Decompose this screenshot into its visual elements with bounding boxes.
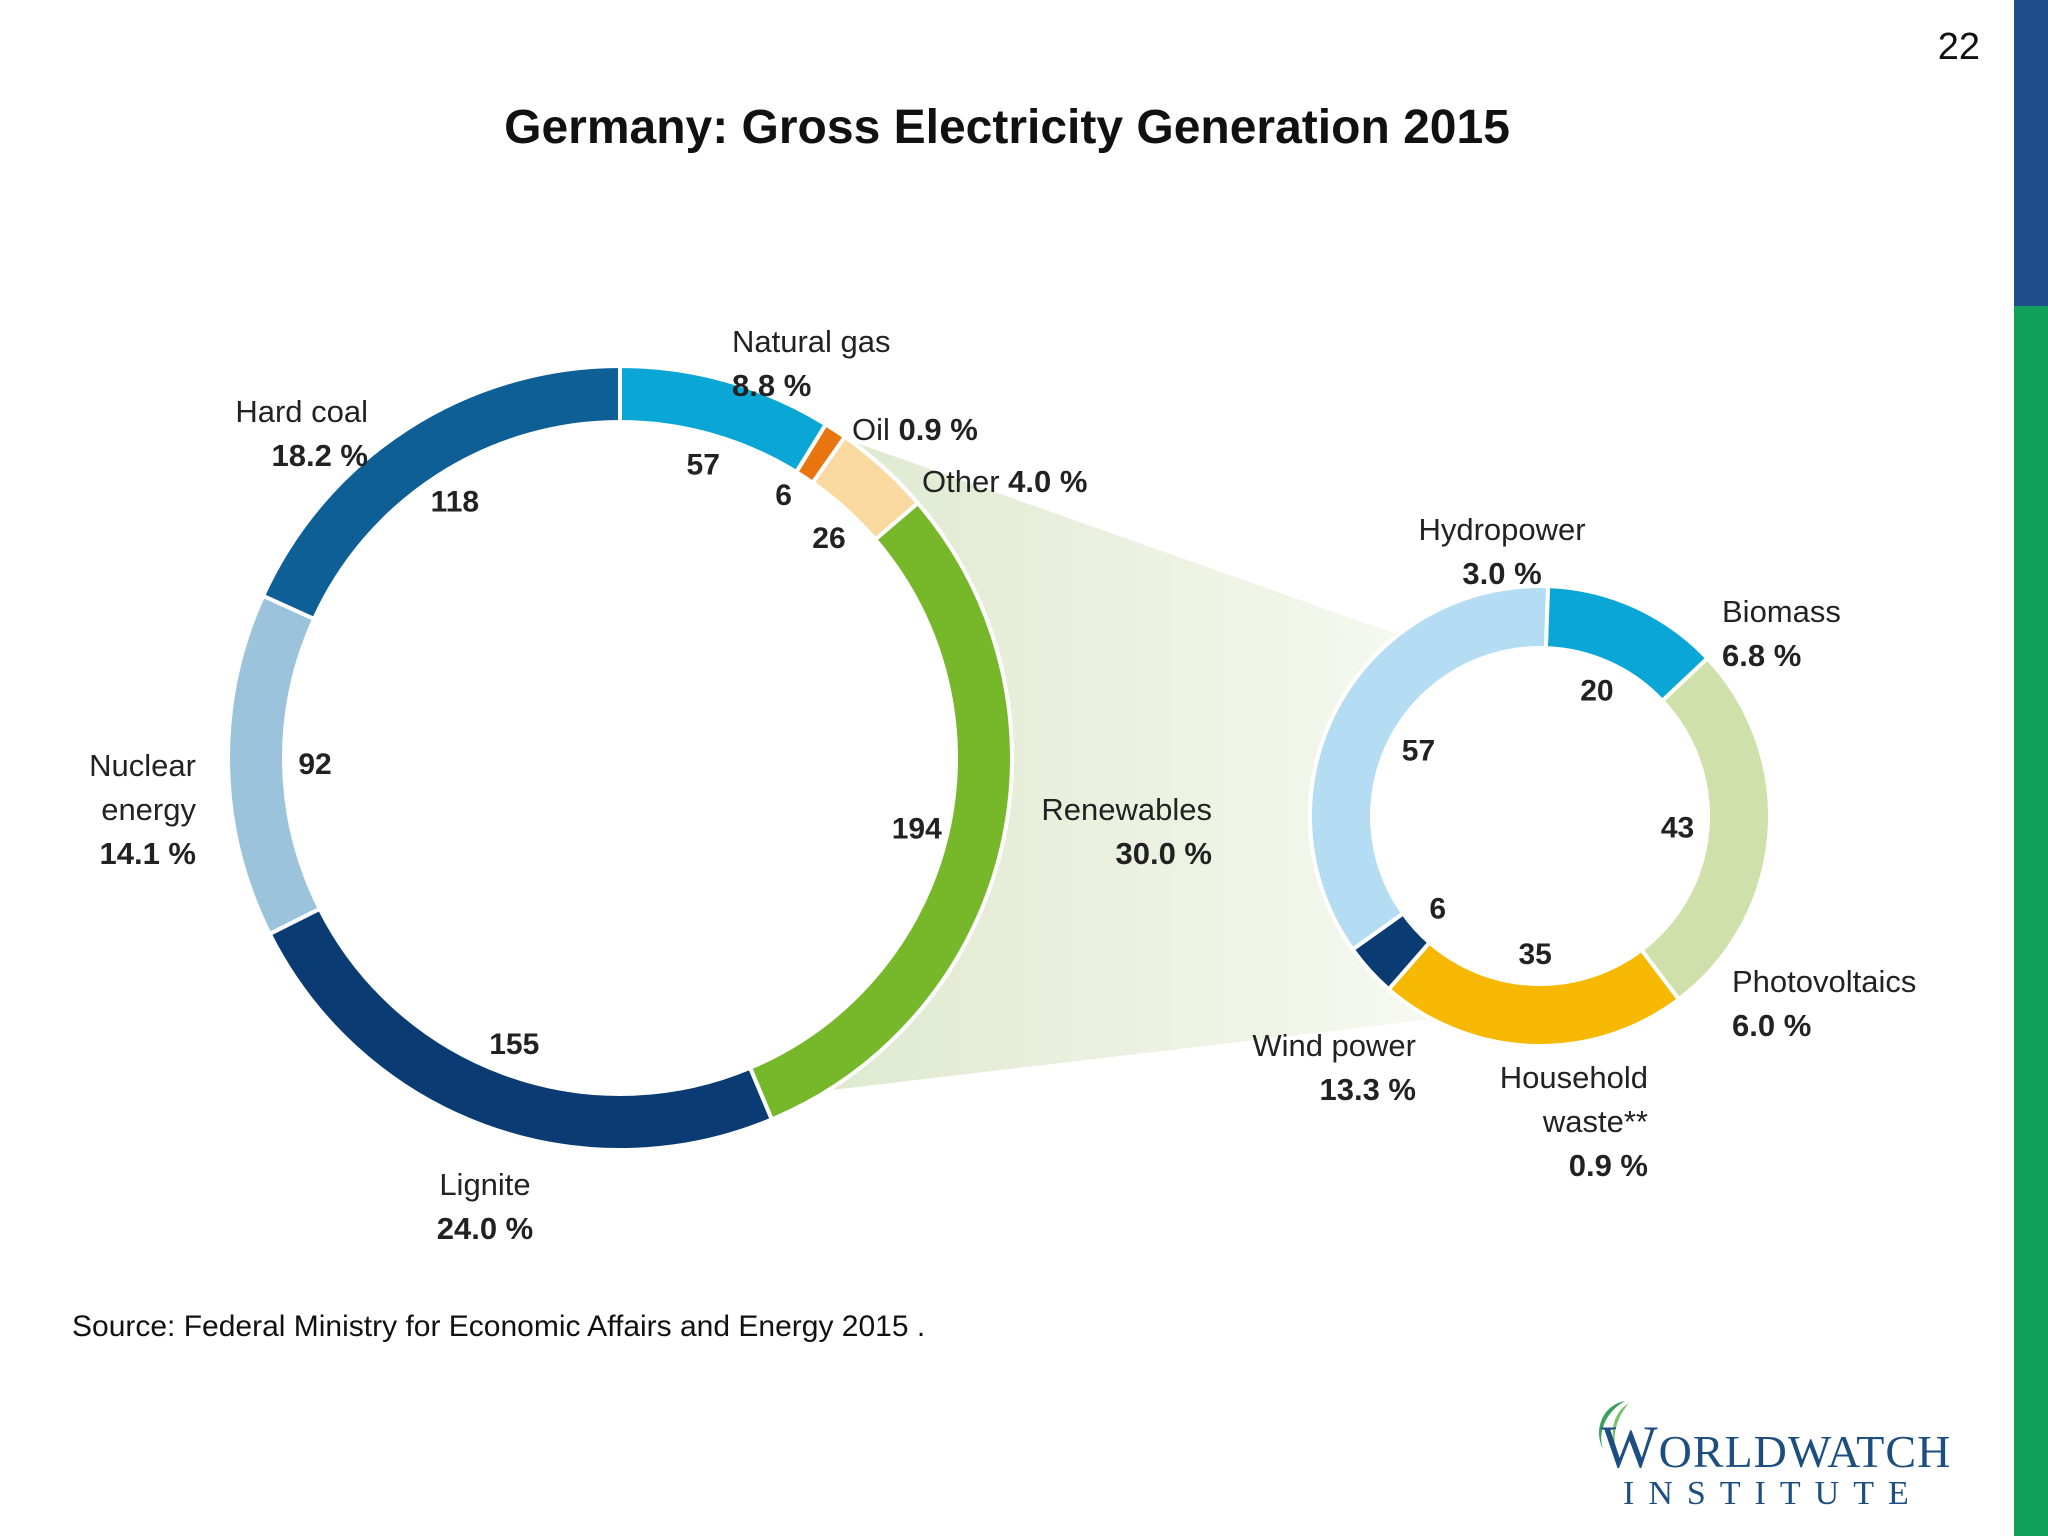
category-label-photovoltaics: Photovoltaics bbox=[1732, 964, 1916, 999]
value-label-photovoltaics: 35 bbox=[1518, 938, 1551, 971]
slide-title: Germany: Gross Electricity Generation 20… bbox=[504, 101, 1510, 154]
category-label-renewables: Renewables bbox=[1041, 792, 1212, 827]
share-label-photovoltaics: 6.0 % bbox=[1732, 1008, 1811, 1043]
share-label-natural-gas: 8.8 % bbox=[732, 368, 811, 403]
value-label-renewables: 194 bbox=[892, 812, 942, 845]
value-label-hydropower: 20 bbox=[1580, 674, 1613, 707]
donut-center-2 bbox=[1372, 648, 1708, 984]
worldwatch-logo: WORLDWATCH INSTITUTE bbox=[1585, 1395, 1950, 1512]
share-label-wind-power: 13.3 % bbox=[1319, 1072, 1416, 1107]
value-label-oil: 6 bbox=[775, 479, 792, 512]
share-label-biomass: 6.8 % bbox=[1722, 638, 1801, 673]
category-label-nuclear-energy: energy bbox=[101, 792, 196, 827]
globe-swoosh-icon bbox=[1599, 1401, 1629, 1449]
slice-hard-coal bbox=[260, 363, 622, 622]
electricity-donut-charts: 57 Natural gas 8.8 % 6 Oil 0.9 % 26 Other 4.0 … bbox=[89, 324, 1916, 1246]
category-label-household-waste: waste** bbox=[1542, 1104, 1648, 1139]
donut-center-1 bbox=[284, 422, 956, 1094]
value-label-other: 26 bbox=[812, 522, 845, 555]
side-accent-bar-blue bbox=[2014, 0, 2048, 306]
share-label-renewables: 30.0 % bbox=[1115, 836, 1212, 871]
value-label-hard-coal: 118 bbox=[431, 486, 479, 519]
value-label-wind-power: 57 bbox=[1402, 735, 1435, 768]
source-note: Source: Federal Ministry for Economic Af… bbox=[72, 1310, 926, 1343]
category-label-nuclear-energy: Nuclear bbox=[89, 748, 196, 783]
category-label-other: Other 4.0 % bbox=[922, 464, 1087, 499]
share-label-lignite: 24.0 % bbox=[437, 1211, 534, 1246]
side-accent-bar-green bbox=[2014, 306, 2048, 1536]
category-label-hard-coal: Hard coal bbox=[235, 394, 368, 429]
value-label-natural-gas: 57 bbox=[687, 449, 720, 482]
category-label-wind-power: Wind power bbox=[1252, 1028, 1416, 1063]
category-label-hydropower: Hydropower bbox=[1418, 512, 1585, 547]
category-label-biomass: Biomass bbox=[1722, 594, 1841, 629]
category-label-household-waste: Household bbox=[1500, 1060, 1648, 1095]
logo-wordmark: WORLDWATCH bbox=[1601, 1414, 1952, 1480]
category-label-lignite: Lignite bbox=[439, 1167, 530, 1202]
slice-wind-power bbox=[1308, 584, 1551, 953]
category-label-oil: Oil 0.9 % bbox=[852, 412, 978, 447]
logo-subtitle: INSTITUTE bbox=[1623, 1475, 1923, 1512]
value-label-biomass: 43 bbox=[1661, 812, 1694, 845]
value-label-nuclear-energy: 92 bbox=[298, 748, 331, 781]
value-label-household-waste: 6 bbox=[1429, 893, 1446, 926]
value-label-lignite: 155 bbox=[489, 1028, 539, 1061]
share-label-nuclear-energy: 14.1 % bbox=[99, 836, 196, 871]
category-label-natural-gas: Natural gas bbox=[732, 324, 891, 359]
share-label-hydropower: 3.0 % bbox=[1462, 556, 1541, 591]
page-number: 22 bbox=[1937, 26, 1980, 68]
share-label-hard-coal: 18.2 % bbox=[271, 438, 368, 473]
share-label-household-waste: 0.9 % bbox=[1569, 1148, 1648, 1183]
